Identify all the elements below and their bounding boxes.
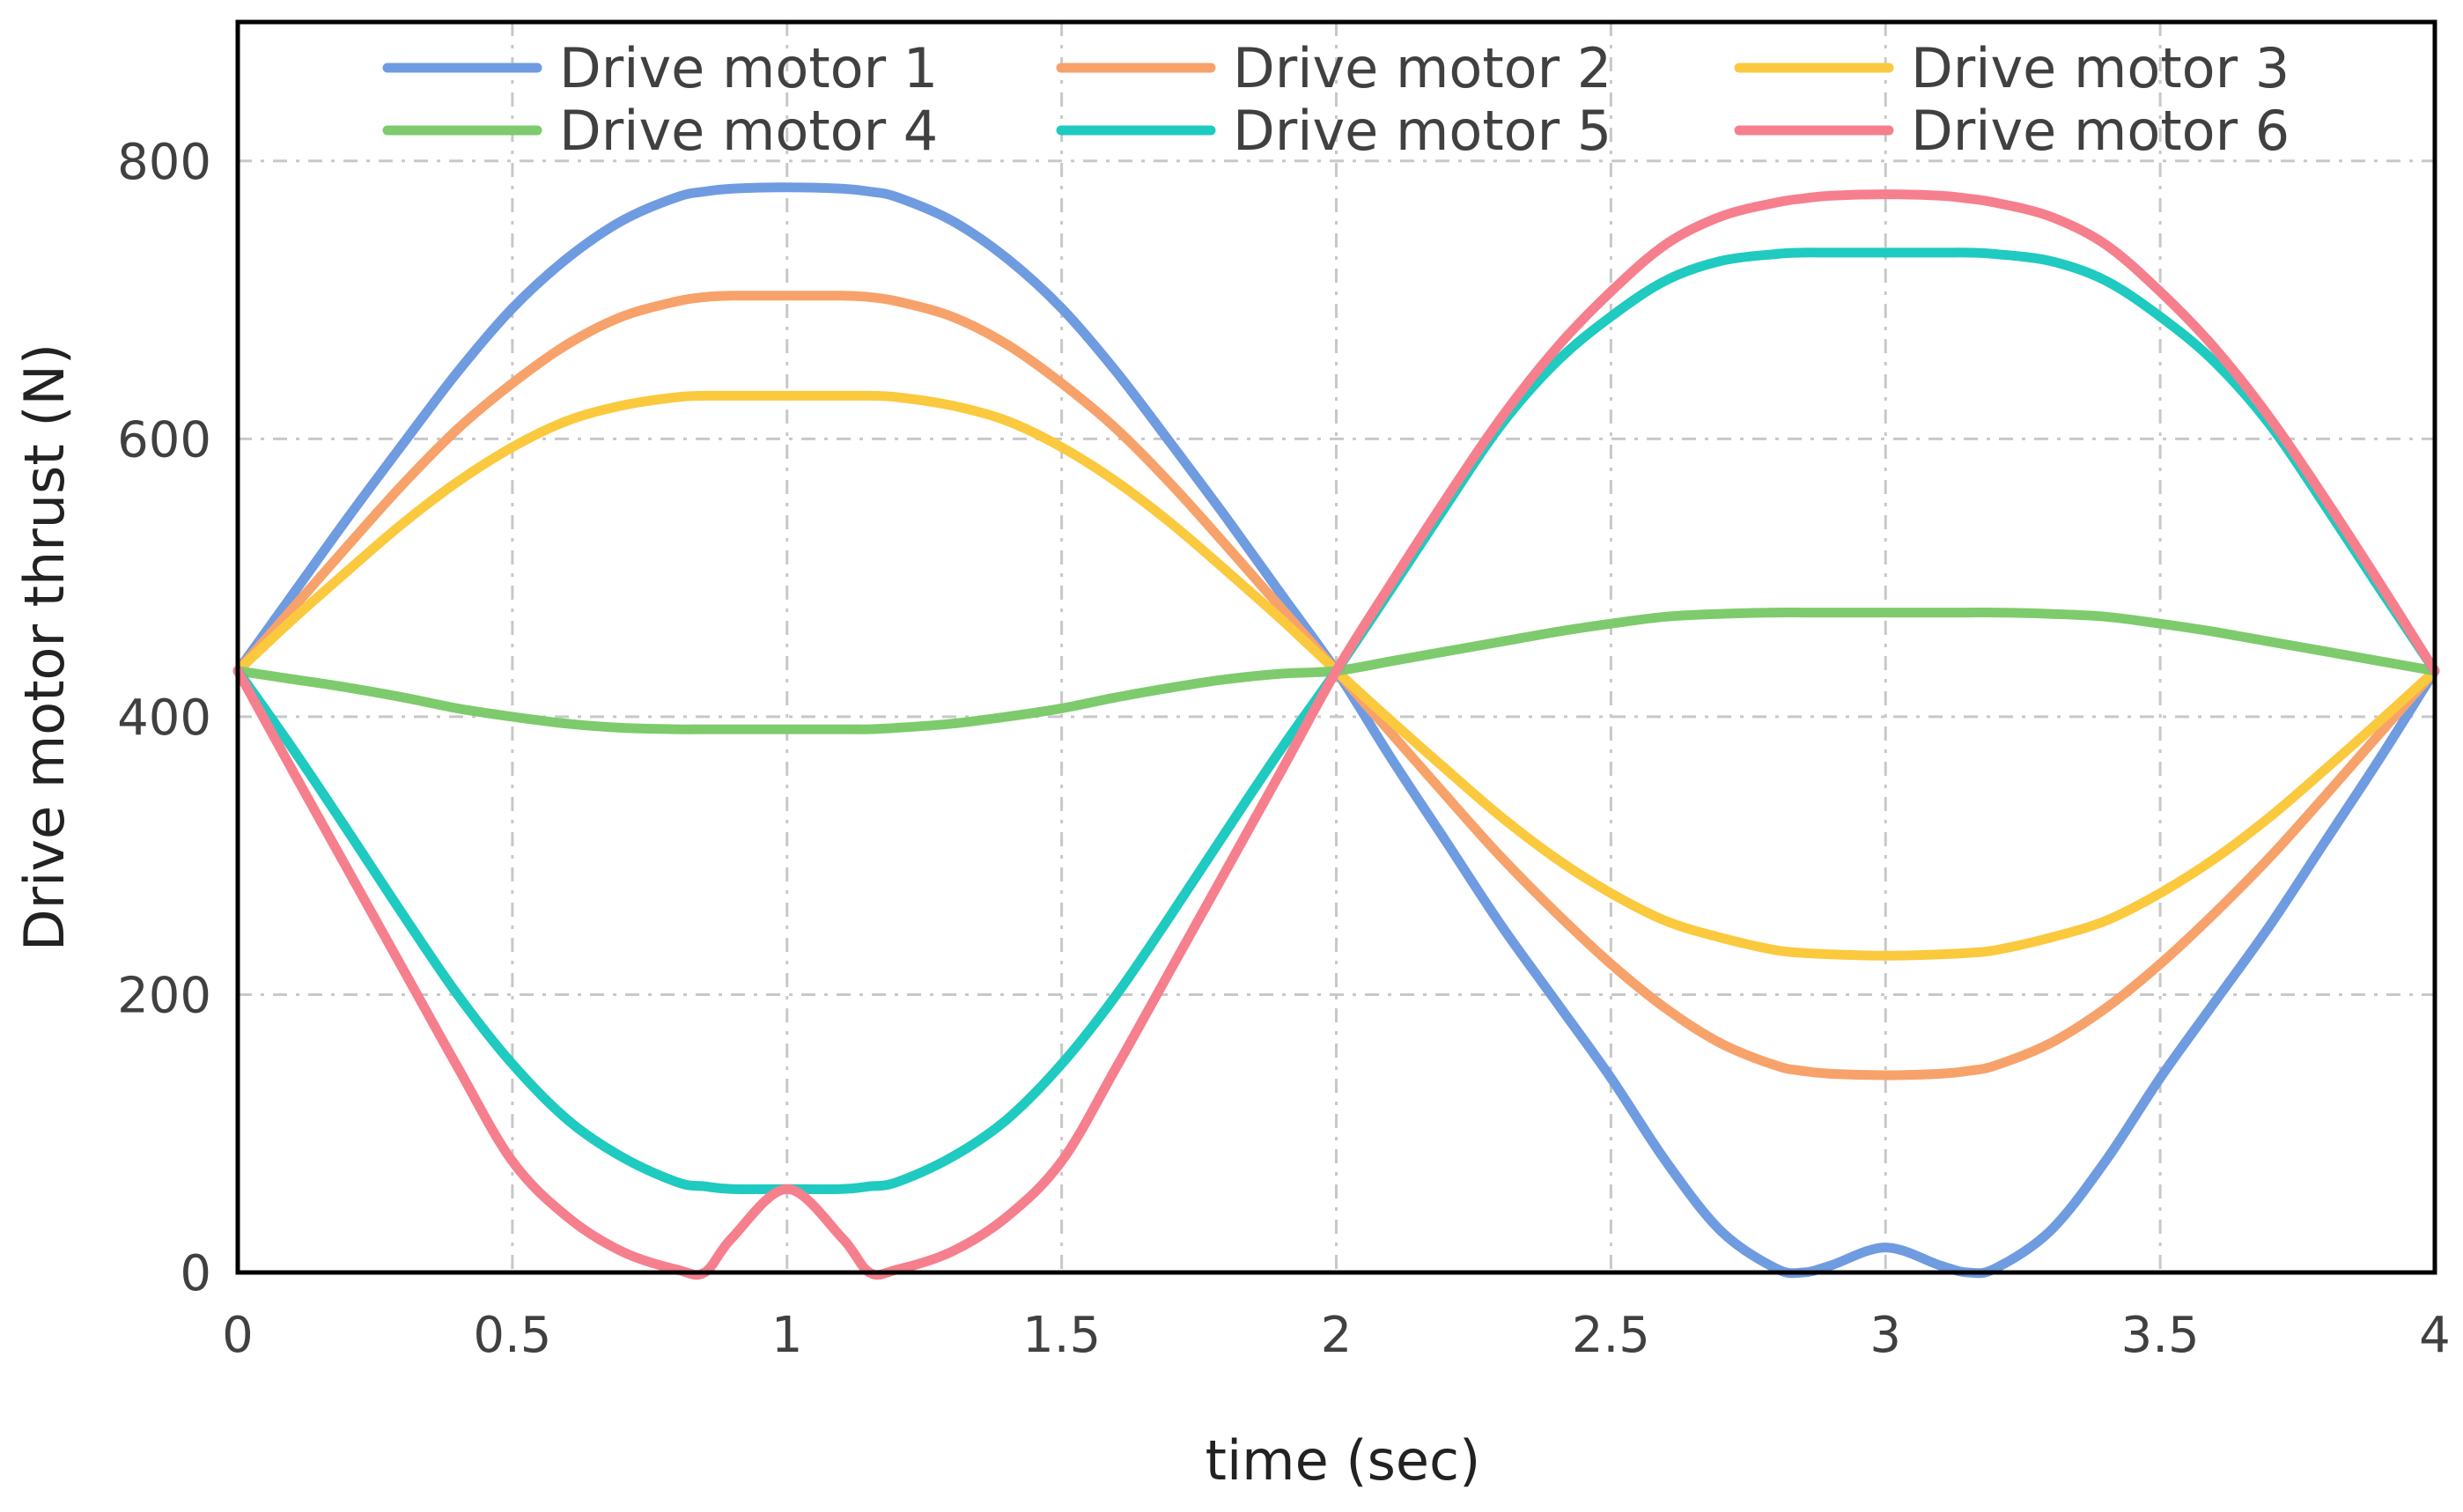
legend: Drive motor 1 Drive motor 2 Drive motor 3D… (382, 36, 2290, 163)
x-tick-label: 4 (2419, 1307, 2451, 1364)
y-tick-label: 0 (180, 1245, 211, 1302)
x-axis-title: time (sec) (1206, 1428, 1481, 1493)
legend-label-drive-motor-2: Drive motor 2 (1233, 36, 1611, 100)
x-tick-label: 0.5 (473, 1307, 551, 1364)
x-tick-label: 3 (1869, 1307, 1901, 1364)
legend-label-drive-motor-3: Drive motor 3 (1911, 36, 2290, 100)
y-tick-label: 400 (117, 690, 211, 747)
legend-label-drive-motor-4: Drive motor 4 (559, 99, 938, 163)
x-tick-label: 2.5 (1572, 1307, 1650, 1364)
x-tick-label: 2 (1321, 1307, 1353, 1364)
y-tick-label: 600 (117, 411, 211, 468)
x-tick-label: 0 (222, 1307, 254, 1364)
series-line-drive-motor-6 (232, 189, 2440, 1280)
x-tick-label: 3.5 (2121, 1307, 2200, 1364)
y-tick-label: 800 (117, 134, 211, 191)
y-axis-title: Drive motor thrust (N) (12, 343, 77, 951)
x-tick-label: 1 (771, 1307, 803, 1364)
grid-layer (238, 22, 2435, 1272)
plot-frame (235, 19, 2437, 1275)
legend-label-drive-motor-6: Drive motor 6 (1911, 99, 2290, 163)
x-tick-labels: 0 0.5 1 1.5 2 2.5 3 3.5 4 (222, 1307, 2451, 1364)
x-tick-label: 1.5 (1022, 1307, 1101, 1364)
legend-label-drive-motor-1: Drive motor 1 (559, 36, 938, 100)
series-line-drive-motor-1 (232, 182, 2440, 1279)
series-layer (232, 182, 2440, 1280)
y-tick-labels: 0 200 400 600 800 (117, 134, 211, 1302)
y-tick-label: 200 (117, 967, 211, 1024)
legend-label-drive-motor-5: Drive motor 5 (1233, 99, 1611, 163)
